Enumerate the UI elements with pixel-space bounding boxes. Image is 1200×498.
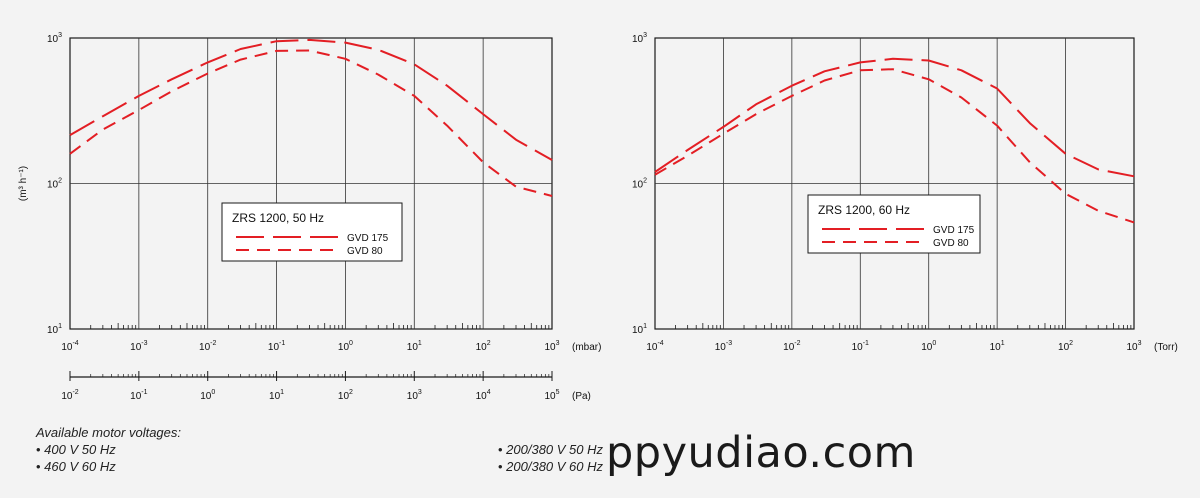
secondary-unit-label: (Pa) (572, 391, 591, 402)
x-tick-label: 103 (544, 340, 559, 353)
x-tick-label: 10-4 (646, 340, 663, 353)
x-tick-label: 10-1 (852, 340, 869, 353)
y-tick-label: 102 (47, 178, 62, 191)
secondary-tick-label: 100 (200, 389, 215, 402)
x-unit-label: (mbar) (572, 342, 601, 353)
legend-box (807, 194, 981, 254)
x-tick-label: 10-3 (130, 340, 147, 353)
voltage-item: 400 V 50 Hz (36, 441, 181, 458)
series-line-gvd-175 (654, 57, 1135, 178)
series-line-gvd-175 (69, 38, 553, 161)
legend-label: GVD 80 (347, 246, 383, 257)
secondary-tick-label: 103 (407, 389, 422, 402)
x-tick-label: 100 (338, 340, 353, 353)
x-tick-label: 10-2 (199, 340, 216, 353)
x-tick-label: 103 (1126, 340, 1141, 353)
legend-label: GVD 175 (347, 233, 389, 244)
chart-title: ZRS 1200, 60 Hz (818, 203, 910, 217)
x-unit-label: (Torr) (1154, 342, 1178, 353)
x-tick-label: 100 (921, 340, 936, 353)
motor-voltages-heading: Available motor voltages: (36, 425, 182, 440)
chart-60hz: 10-4 10-3 10-2 10-1 100 101 102 103 (Torr) 101 102… (632, 32, 1178, 353)
y-tick-label: 103 (632, 32, 647, 45)
legend-label: GVD 80 (933, 238, 969, 249)
y-tick-label: 101 (632, 323, 647, 336)
voltage-item: 200/380 V 60 Hz (498, 458, 603, 475)
y-tick-label: 101 (47, 323, 62, 336)
x-tick-label: 102 (1058, 340, 1073, 353)
legend-box (221, 202, 403, 262)
motor-voltages-notes-left: Available motor voltages: 400 V 50 Hz 46… (36, 424, 181, 475)
x-tick-label: 101 (407, 340, 422, 353)
motor-voltages-notes-right: 200/380 V 50 Hz 200/380 V 60 Hz (498, 441, 603, 475)
chart-50hz: 10-4 10-3 10-2 10-1 100 101 102 103 (mbar) 101 102… (18, 32, 601, 402)
secondary-tick-label: 10-1 (130, 389, 147, 402)
secondary-tick-label: 105 (544, 389, 559, 402)
secondary-tick-label: 102 (338, 389, 353, 402)
secondary-tick-label: 104 (476, 389, 491, 402)
y-tick-label: 103 (47, 32, 62, 45)
chart-title: ZRS 1200, 50 Hz (232, 211, 324, 225)
y-tick-label: 102 (632, 178, 647, 191)
legend-label: GVD 175 (933, 225, 975, 236)
voltage-item: 460 V 60 Hz (36, 458, 181, 475)
x-tick-label: 10-1 (268, 340, 285, 353)
secondary-tick-label: 10-2 (61, 389, 78, 402)
x-tick-label: 10-4 (61, 340, 78, 353)
series-line-gvd-80 (69, 49, 553, 197)
secondary-tick-label: 101 (269, 389, 284, 402)
x-tick-label: 10-2 (783, 340, 800, 353)
voltage-item: 200/380 V 50 Hz (498, 441, 603, 458)
x-tick-label: 101 (990, 340, 1005, 353)
x-tick-label: 102 (476, 340, 491, 353)
x-tick-label: 10-3 (715, 340, 732, 353)
y-axis-label: (m³ h⁻¹) (18, 166, 29, 201)
series-line-gvd-80 (654, 68, 1135, 224)
watermark-text: ppyudiao.com (606, 428, 916, 478)
